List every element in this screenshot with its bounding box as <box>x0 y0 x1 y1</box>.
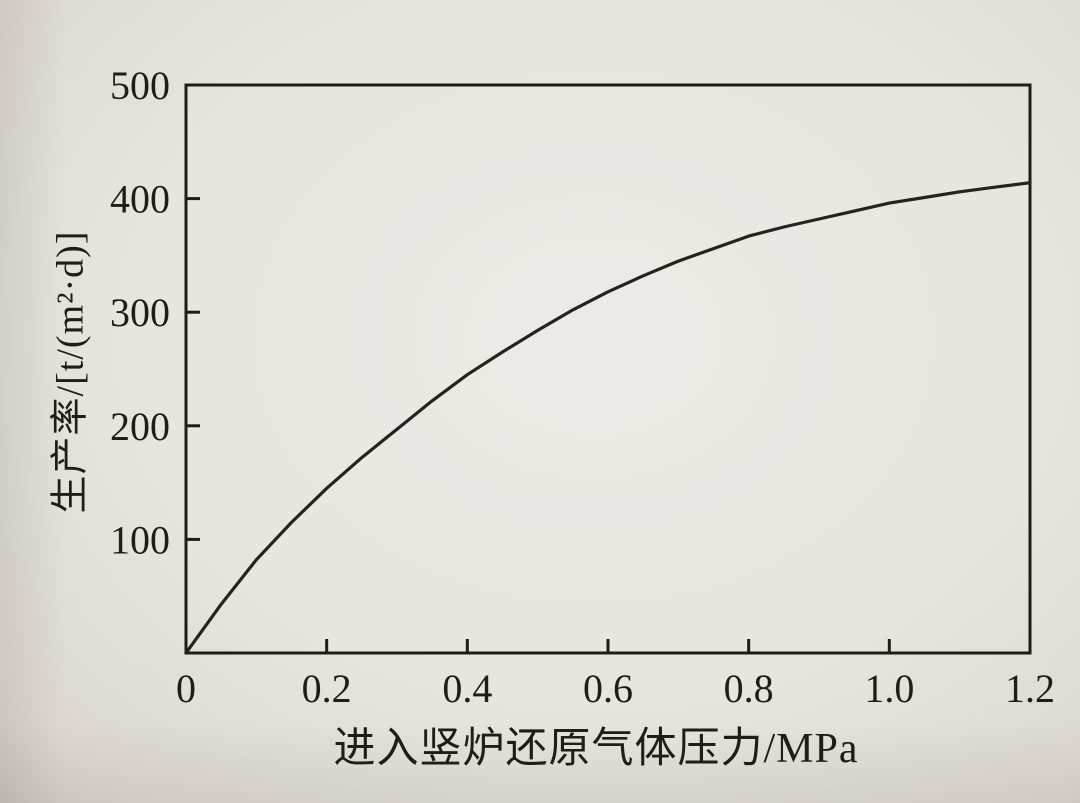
x-tick-label: 1.0 <box>864 666 914 711</box>
plot-area: 0 0.2 0.4 0.6 0.8 1.0 1.2 100 200 300 400 500 <box>110 63 1055 711</box>
x-tick-label: 0.2 <box>302 666 352 711</box>
x-tick-label: 0.6 <box>583 666 633 711</box>
x-tick-label: 0.8 <box>724 666 774 711</box>
y-axis-label: 生产率/[t/(m²·d)] <box>49 230 92 514</box>
x-tick-label: 1.2 <box>1005 666 1055 711</box>
y-tick-label: 300 <box>110 290 170 335</box>
plot-border <box>184 83 1032 655</box>
data-curve <box>184 181 1032 655</box>
y-tick-label: 200 <box>110 404 170 449</box>
x-tick-label: 0 <box>176 666 196 711</box>
x-axis-label: 进入竖炉还原气体压力/MPa <box>333 726 859 772</box>
y-tick-label: 100 <box>110 517 170 562</box>
y-tick-label: 400 <box>110 177 170 222</box>
x-tick-label: 0.4 <box>442 666 492 711</box>
y-tick-label: 500 <box>110 63 170 108</box>
